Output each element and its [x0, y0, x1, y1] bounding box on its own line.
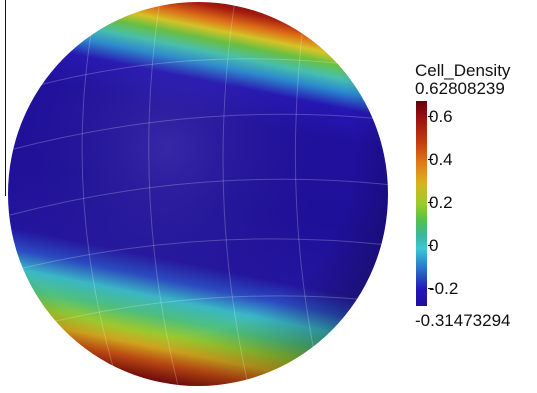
colorbar-title: Cell_Density: [415, 61, 511, 80]
colorbar-tick: [428, 116, 433, 117]
colorbar-tick-label: 0.2: [429, 193, 453, 212]
colorbar-tick: [428, 288, 433, 289]
colorbar-tick: [428, 202, 433, 203]
colorbar-min-label: -0.31473294: [415, 311, 511, 330]
scalar-colorbar: Cell_Density 0.62808239 0.6 0.4 0.2 0 -0…: [412, 56, 537, 336]
colorbar-tick-label: 0.6: [429, 107, 453, 126]
viewport-edge-line: [5, 0, 6, 196]
colorbar-tick-label: 0: [429, 236, 439, 255]
colorbar-max-label: 0.62808239: [415, 79, 505, 98]
colorbar-tick: [428, 159, 433, 160]
colorbar-tick-label: -0.2: [429, 279, 459, 298]
colorbar-tick: [428, 245, 433, 246]
colorbar-tick-label: 0.4: [429, 150, 453, 169]
colorbar-gradient: [416, 101, 427, 306]
sphere-mesh-lines: [9, 2, 388, 386]
